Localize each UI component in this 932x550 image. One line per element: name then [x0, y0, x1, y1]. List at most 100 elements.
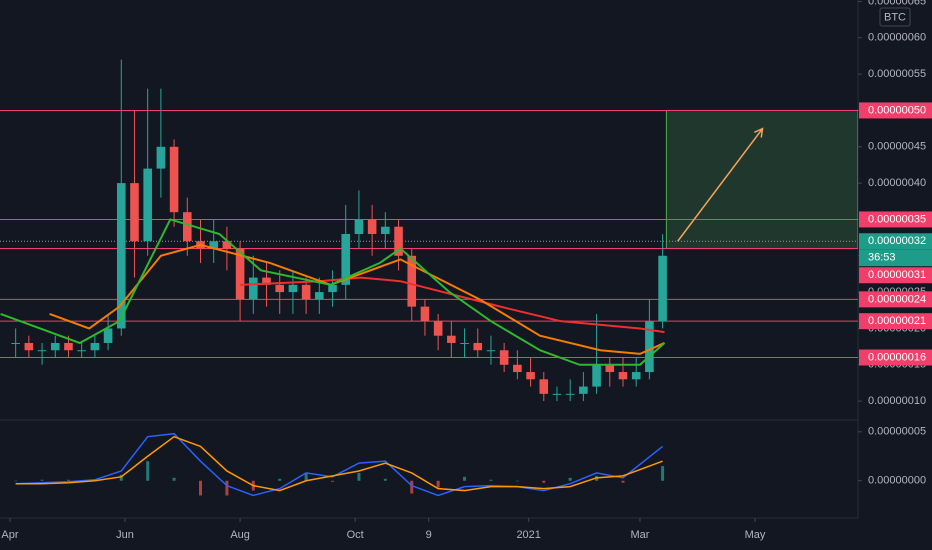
candle-body [169, 146, 179, 213]
candle-body [486, 350, 496, 352]
histogram-bar [410, 480, 414, 494]
level-label: 0.00000024 [868, 293, 926, 305]
histogram-bar [304, 472, 308, 481]
y-tick-label: 0.00000040 [868, 177, 926, 189]
histogram-bar [661, 466, 665, 481]
candle-body [341, 233, 351, 285]
candle-body [552, 393, 562, 395]
x-tick-label: Aug [230, 529, 250, 541]
candle-body [103, 328, 113, 343]
level-label-box [859, 349, 932, 366]
histogram-bar [14, 480, 18, 482]
candle-body [433, 321, 443, 336]
histogram-bar [119, 474, 123, 481]
level-label-box [859, 267, 932, 284]
price-pane [0, 59, 858, 402]
x-tick-label: Mar [630, 529, 649, 541]
histogram-bar [542, 480, 546, 483]
level-label: 0.00000016 [868, 351, 926, 363]
countdown-label: 36:53 [868, 252, 896, 264]
y-tick-label: 0.00000065 [868, 0, 926, 7]
level-label: 0.00000021 [868, 315, 926, 327]
candle-body [460, 342, 469, 344]
histogram-bar [436, 480, 440, 488]
candle-body [618, 372, 628, 380]
x-tick-label: Apr [1, 529, 18, 541]
candle-body [301, 284, 311, 300]
moving-average [0, 218, 666, 366]
level-label: 0.00000031 [868, 269, 926, 281]
candle-body [473, 342, 483, 351]
candle-body [592, 364, 601, 387]
histogram-bar [331, 480, 335, 482]
x-tick-label: 9 [426, 529, 432, 541]
countdown-box [859, 249, 932, 267]
arrow-line [677, 128, 764, 242]
candle-body [262, 277, 271, 285]
candle-body [24, 342, 34, 351]
y-tick-label: 0.00000060 [868, 32, 926, 44]
candle-body [407, 255, 417, 307]
candle-body [645, 321, 654, 373]
candle-body [315, 292, 324, 300]
x-tick-label: Oct [347, 529, 364, 541]
candle-body [64, 342, 73, 351]
currency-label: BTC [884, 11, 906, 23]
candle-body [77, 350, 86, 352]
candle-body [328, 284, 337, 293]
candle-body [50, 342, 60, 351]
y-tick-label: 0.00000000 [868, 475, 926, 487]
current-price-label: 0.00000032 [868, 235, 926, 247]
candle-body [130, 183, 139, 242]
histogram-bar [568, 477, 572, 481]
candle-body [367, 219, 377, 234]
candle-body [222, 241, 232, 249]
candle-body [288, 284, 298, 293]
candle-body [143, 168, 152, 242]
candle-body [249, 277, 258, 300]
signal-line [15, 435, 663, 492]
histogram-bar [146, 461, 150, 481]
candle-body [11, 342, 20, 344]
candle-body [354, 219, 364, 234]
candle-body [381, 226, 390, 234]
candle-body [37, 350, 47, 352]
level-label-box [859, 313, 932, 330]
current-price-box [859, 233, 932, 250]
candle-body [156, 146, 166, 169]
candle-body [513, 364, 522, 373]
level-label-box [859, 211, 932, 228]
candle-body [394, 226, 403, 256]
candle-body [235, 248, 245, 300]
y-tick-label: 0.00000045 [868, 141, 926, 153]
arrow-head [754, 127, 764, 138]
candle-body [499, 350, 509, 365]
x-tick-label: 2021 [516, 529, 540, 541]
candle-body [526, 372, 535, 380]
candle-body [447, 335, 456, 343]
y-tick-label: 0.00000055 [868, 68, 926, 80]
x-tick-label: Jun [116, 529, 134, 541]
histogram-bar [357, 472, 361, 481]
currency-box [879, 7, 911, 27]
candle-body [90, 342, 100, 351]
level-label: 0.00000035 [868, 213, 926, 225]
candle-body [605, 364, 615, 373]
histogram-bar [40, 479, 44, 481]
candle-body [658, 255, 667, 322]
candle-body [116, 183, 126, 329]
candle-body [539, 379, 549, 394]
candle-body [420, 306, 430, 322]
candle-body [565, 393, 575, 395]
level-label-box [859, 291, 932, 308]
histogram-bar [383, 478, 387, 481]
histogram-bar [66, 479, 70, 481]
histogram-bar [278, 478, 282, 481]
level-label-box [859, 102, 932, 119]
macd-line [15, 432, 664, 497]
candle-body [183, 212, 192, 242]
candle-body [579, 386, 588, 394]
